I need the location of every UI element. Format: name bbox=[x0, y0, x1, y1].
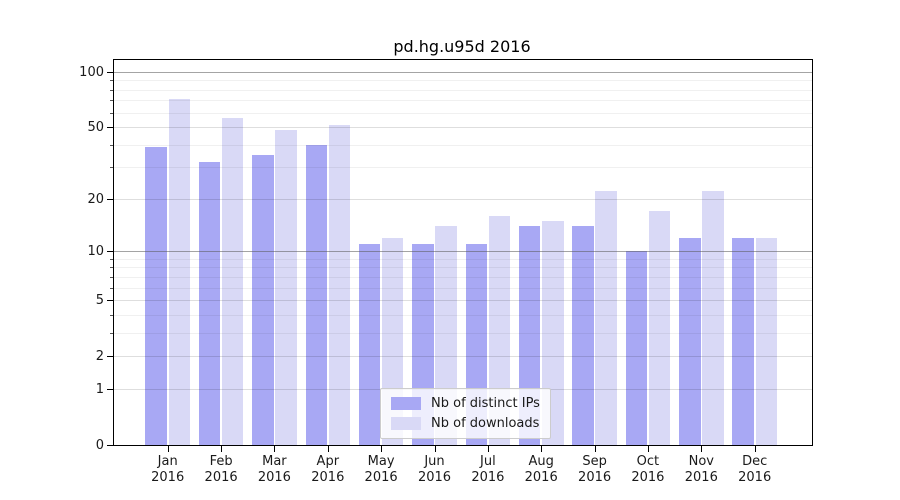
gridline-major bbox=[114, 127, 812, 128]
y-tick bbox=[107, 251, 113, 252]
bar bbox=[305, 144, 327, 445]
x-tick bbox=[327, 446, 329, 452]
y-tick bbox=[107, 71, 113, 73]
bar bbox=[732, 237, 754, 445]
x-tick bbox=[701, 446, 703, 452]
x-tick-label: Sep 2016 bbox=[578, 454, 612, 485]
x-tick-label: Feb 2016 bbox=[204, 454, 238, 485]
plot-area: Nb of distinct IPs Nb of downloads 0 1 2 5 1… bbox=[79, 59, 813, 485]
x-tick bbox=[754, 446, 756, 452]
x-tick-label: Mar 2016 bbox=[257, 454, 291, 485]
bar bbox=[328, 125, 351, 445]
y-tick-minor bbox=[110, 100, 113, 102]
y-tick-minor bbox=[110, 144, 113, 146]
bar bbox=[198, 162, 221, 445]
y-tick-minor bbox=[110, 80, 113, 82]
y-tick-label: 10 bbox=[87, 244, 104, 259]
x-tick-label: Jun 2016 bbox=[417, 454, 452, 485]
y-tick-minor bbox=[110, 267, 113, 269]
bar bbox=[595, 191, 617, 445]
y-tick-minor bbox=[110, 314, 113, 316]
bar bbox=[275, 130, 297, 445]
y-tick bbox=[107, 198, 113, 200]
gridline-minor bbox=[114, 144, 812, 146]
y-tick bbox=[107, 300, 113, 302]
bar bbox=[145, 146, 167, 445]
legend-item-downloads: Nb of downloads bbox=[391, 416, 540, 431]
bar bbox=[702, 191, 724, 445]
bar bbox=[358, 244, 381, 445]
x-tick-label: Nov 2016 bbox=[684, 454, 718, 485]
bar bbox=[572, 226, 594, 445]
y-tick-label: 5 bbox=[95, 293, 104, 309]
bar bbox=[755, 237, 777, 445]
bar bbox=[221, 118, 244, 445]
y-tick bbox=[107, 445, 113, 446]
x-tick bbox=[487, 446, 489, 452]
legend-swatch-downloads bbox=[391, 417, 421, 430]
x-tick bbox=[221, 446, 223, 452]
x-tick-label: Jul 2016 bbox=[471, 454, 505, 485]
bar bbox=[625, 251, 648, 445]
legend-item-distinct-ips: Nb of distinct IPs bbox=[391, 396, 540, 411]
gridline-minor bbox=[114, 80, 812, 82]
x-tick-label: May 2016 bbox=[364, 454, 398, 485]
bar bbox=[488, 215, 511, 445]
y-tick-minor bbox=[110, 332, 113, 334]
x-tick bbox=[381, 446, 383, 452]
y-tick bbox=[107, 356, 113, 358]
y-tick bbox=[107, 127, 113, 128]
y-tick-label: 50 bbox=[87, 120, 104, 135]
x-tick-label: Apr 2016 bbox=[311, 454, 345, 485]
x-tick bbox=[541, 446, 543, 452]
x-tick bbox=[274, 446, 276, 452]
legend-label-distinct-ips: Nb of distinct IPs bbox=[431, 396, 540, 411]
x-tick-label: Oct 2016 bbox=[631, 454, 665, 485]
gridline-decade bbox=[114, 71, 812, 73]
x-tick bbox=[594, 446, 596, 452]
bar bbox=[648, 211, 671, 445]
y-tick-minor bbox=[110, 287, 113, 289]
y-tick-label: 100 bbox=[79, 64, 104, 80]
legend: Nb of distinct IPs Nb of downloads bbox=[380, 388, 551, 439]
chart-title: pd.hg.u95d 2016 bbox=[393, 37, 531, 56]
gridline-minor bbox=[114, 89, 812, 91]
gridline-minor bbox=[114, 100, 812, 102]
y-tick-label: 20 bbox=[87, 191, 104, 207]
x-tick-label: Jan 2016 bbox=[151, 454, 185, 485]
legend-label-downloads: Nb of downloads bbox=[431, 416, 540, 431]
bar bbox=[679, 237, 701, 445]
legend-swatch-distinct-ips bbox=[391, 397, 421, 410]
y-tick-minor bbox=[110, 167, 113, 169]
y-tick bbox=[107, 388, 113, 390]
bar bbox=[168, 99, 190, 445]
y-tick-minor bbox=[110, 112, 113, 114]
y-tick-label: 2 bbox=[95, 349, 104, 365]
y-tick-minor bbox=[110, 276, 113, 278]
y-tick-label: 0 bbox=[95, 438, 104, 453]
x-tick-label: Aug 2016 bbox=[524, 454, 558, 485]
x-tick bbox=[434, 446, 436, 452]
y-tick-label: 1 bbox=[95, 381, 104, 397]
gridline-minor bbox=[114, 112, 812, 114]
y-tick-minor bbox=[110, 89, 113, 91]
x-tick-label: Dec 2016 bbox=[738, 454, 772, 485]
x-tick bbox=[647, 446, 649, 452]
y-tick-minor bbox=[110, 258, 113, 260]
x-tick bbox=[167, 446, 169, 452]
bar bbox=[252, 155, 274, 445]
